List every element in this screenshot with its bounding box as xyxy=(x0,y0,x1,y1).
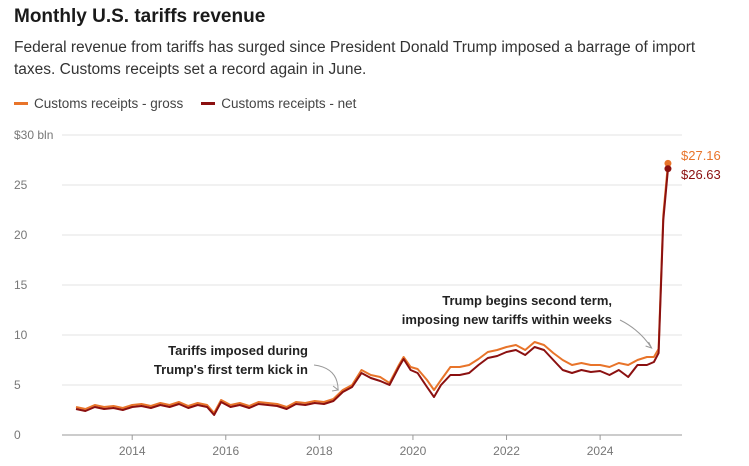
x-tick-label: 2022 xyxy=(493,444,520,458)
annotation-text: Tariffs imposed during xyxy=(168,343,308,358)
series-line-net xyxy=(75,168,669,416)
annotation-arrow xyxy=(313,364,339,391)
y-tick-label: 15 xyxy=(14,278,28,292)
annotation-arrow xyxy=(619,319,653,349)
x-tick-label: 2016 xyxy=(212,444,239,458)
annotation-text: imposing new tariffs within weeks xyxy=(402,312,612,327)
legend-label-net: Customs receipts - net xyxy=(221,96,357,111)
annotation-text: Trump begins second term, xyxy=(442,293,612,308)
y-tick-label: $30 bln xyxy=(14,128,53,142)
y-tick-label: 10 xyxy=(14,328,28,342)
legend-swatch-net xyxy=(201,102,216,105)
annotation-text: Trump's first term kick in xyxy=(154,362,308,377)
annotation-arrowhead xyxy=(332,385,340,392)
end-value-label: $26.63 xyxy=(681,167,721,182)
end-point-net xyxy=(664,165,672,173)
x-tick-label: 2024 xyxy=(587,444,614,458)
legend-label-gross: Customs receipts - gross xyxy=(34,96,184,111)
x-tick-label: 2014 xyxy=(119,444,146,458)
annotation-arrowhead xyxy=(645,341,653,349)
end-point-gross xyxy=(664,159,672,167)
x-tick-label: 2018 xyxy=(306,444,333,458)
chart-subtitle: Federal revenue from tariffs has surged … xyxy=(14,39,696,78)
y-tick-label: 0 xyxy=(14,428,21,442)
y-tick-label: 20 xyxy=(14,228,28,242)
legend-swatch-gross xyxy=(14,102,28,105)
end-value-label: $27.16 xyxy=(681,148,721,163)
legend-item-net: Customs receipts - net xyxy=(201,96,356,111)
series-line-gross xyxy=(75,163,669,414)
x-tick-label: 2020 xyxy=(400,444,427,458)
y-tick-label: 25 xyxy=(14,178,28,192)
legend-item-gross: Customs receipts - gross xyxy=(14,96,183,111)
y-tick-label: 5 xyxy=(14,378,21,392)
legend: Customs receipts - gross Customs receipt… xyxy=(14,96,356,111)
chart-title: Monthly U.S. tariffs revenue xyxy=(14,6,266,27)
